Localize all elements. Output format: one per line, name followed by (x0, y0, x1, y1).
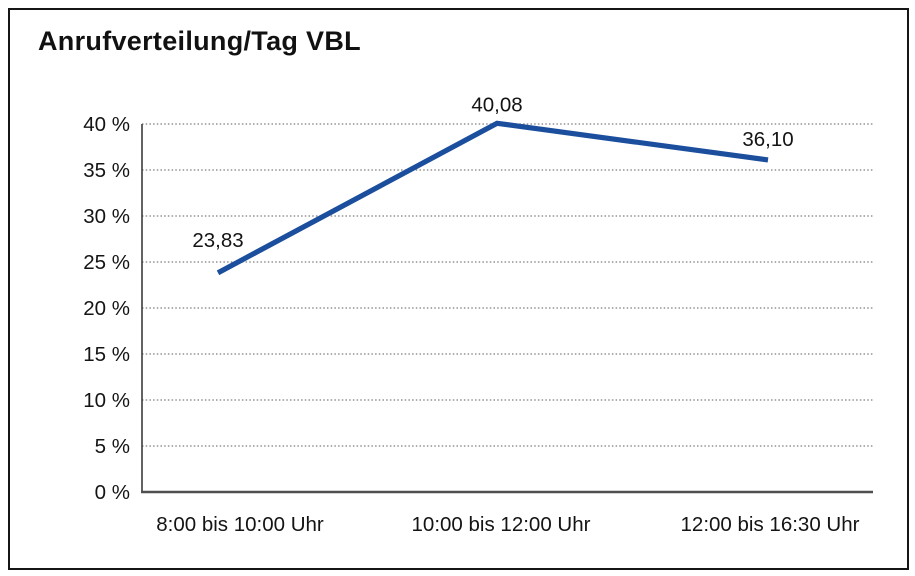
chart-title: Anrufverteilung/Tag VBL (38, 26, 361, 56)
x-category-label: 8:00 bis 10:00 Uhr (156, 513, 324, 536)
data-value-label: 40,08 (471, 93, 522, 116)
y-tick-label: 20 % (83, 297, 130, 320)
y-tick-label: 25 % (83, 251, 130, 274)
y-tick-label: 5 % (95, 435, 130, 458)
y-tick-label: 15 % (83, 343, 130, 366)
y-tick-label: 0 % (95, 481, 130, 504)
x-category-label: 12:00 bis 16:30 Uhr (681, 513, 860, 536)
chart-frame (8, 8, 909, 570)
data-value-label: 23,83 (192, 229, 243, 252)
y-tick-label: 35 % (83, 159, 130, 182)
y-tick-label: 10 % (83, 389, 130, 412)
y-tick-label: 40 % (83, 113, 130, 136)
data-value-label: 36,10 (742, 128, 793, 151)
x-category-label: 10:00 bis 12:00 Uhr (412, 513, 591, 536)
y-tick-label: 30 % (83, 205, 130, 228)
data-line (216, 120, 769, 276)
